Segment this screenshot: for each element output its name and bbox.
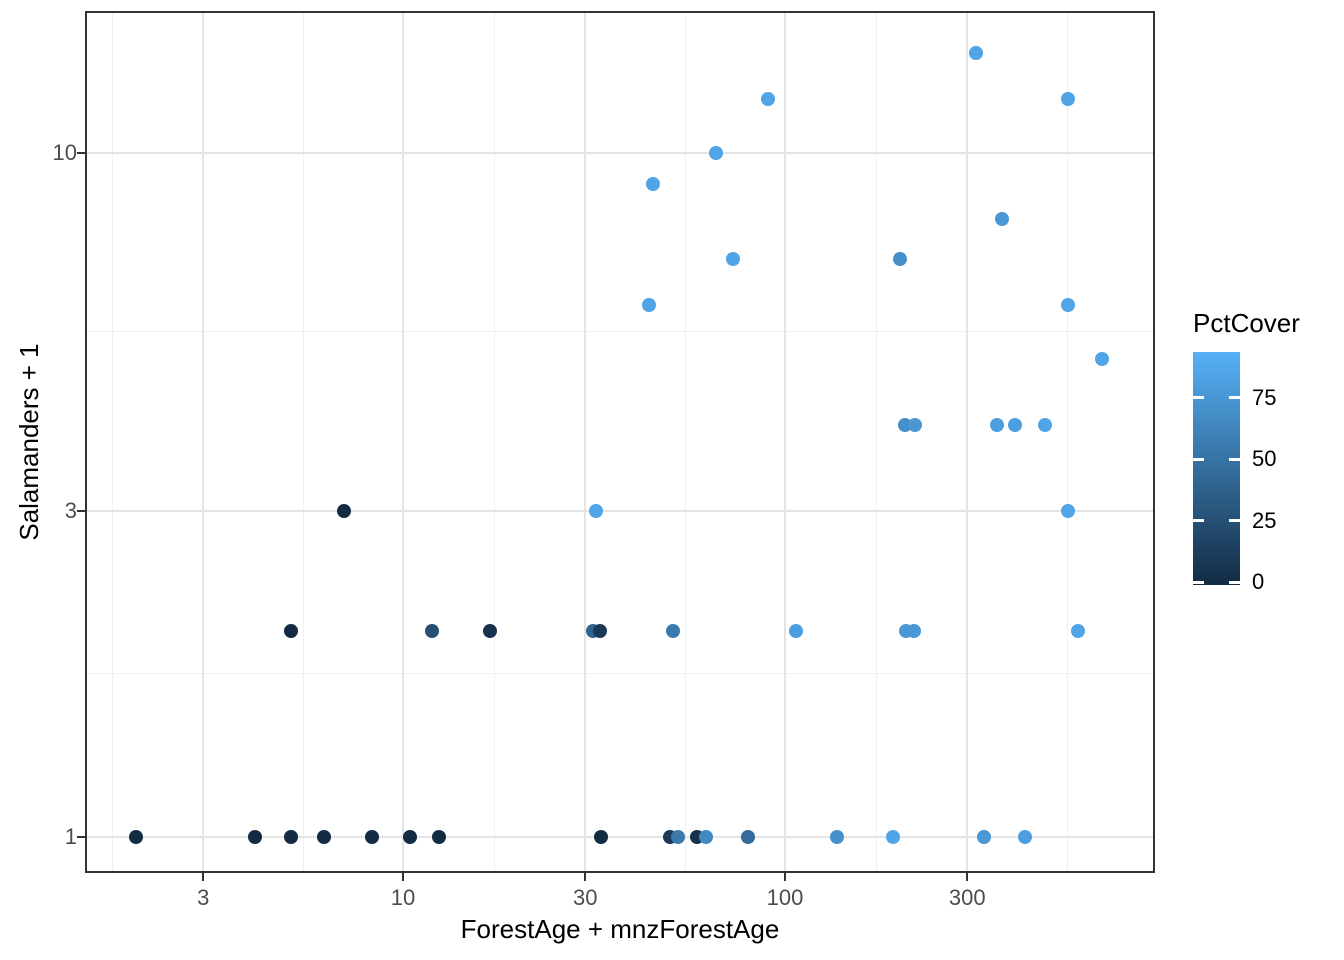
x-major-gridline xyxy=(202,13,205,871)
x-major-gridline xyxy=(966,13,969,871)
y-minor-gridline xyxy=(87,673,1153,675)
data-point xyxy=(1060,503,1075,518)
data-point xyxy=(128,830,143,844)
data-point xyxy=(789,624,804,639)
y-tick xyxy=(77,509,85,512)
legend-tick-label: 0 xyxy=(1252,569,1265,594)
x-tick-label: 300 xyxy=(948,885,986,910)
data-point xyxy=(641,297,656,312)
x-tick-label: 100 xyxy=(766,885,804,910)
legend-tick xyxy=(1229,457,1240,461)
data-point xyxy=(698,830,713,844)
data-point xyxy=(977,830,992,844)
x-minor-gridline xyxy=(493,13,495,871)
data-point xyxy=(284,830,299,844)
data-point xyxy=(1071,624,1086,639)
data-point xyxy=(365,830,380,844)
data-point xyxy=(1094,351,1109,366)
data-point xyxy=(1060,297,1075,312)
data-point xyxy=(593,624,608,639)
x-minor-gridline xyxy=(684,13,686,871)
data-point xyxy=(725,251,740,266)
data-point xyxy=(908,418,923,433)
data-point xyxy=(483,624,498,639)
y-minor-gridline xyxy=(87,331,1153,333)
data-point xyxy=(995,212,1010,227)
legend-tick xyxy=(1193,396,1204,399)
data-point xyxy=(424,624,439,639)
x-tick-label: 30 xyxy=(573,885,598,910)
legend-tick xyxy=(1193,580,1204,584)
y-tick xyxy=(77,152,85,154)
legend-tick xyxy=(1229,580,1240,584)
x-minor-gridline xyxy=(302,13,304,871)
data-point xyxy=(594,830,609,844)
plot-panel-border xyxy=(85,11,1155,873)
legend-tick xyxy=(1229,396,1240,399)
data-point xyxy=(284,624,299,639)
x-minor-gridline xyxy=(111,13,113,871)
data-point xyxy=(989,418,1004,433)
x-tick-label: 10 xyxy=(390,885,416,910)
x-minor-gridline xyxy=(1066,13,1068,871)
data-point xyxy=(1007,418,1022,433)
legend-tick xyxy=(1229,519,1240,522)
y-tick-label: 10 xyxy=(52,140,77,165)
data-point xyxy=(431,830,446,844)
data-point xyxy=(1060,91,1075,106)
data-point xyxy=(645,177,660,192)
data-point xyxy=(1017,830,1032,844)
data-point xyxy=(740,830,755,844)
data-point xyxy=(671,830,686,844)
data-point xyxy=(969,46,984,61)
legend-tick-label: 50 xyxy=(1252,446,1277,471)
data-point xyxy=(760,91,775,106)
x-tick xyxy=(966,873,969,881)
legend-tick-label: 25 xyxy=(1252,507,1277,533)
y-tick xyxy=(77,836,85,838)
data-point xyxy=(402,830,417,844)
x-major-gridline xyxy=(584,13,587,871)
y-axis-title: Salamanders + 1 xyxy=(14,343,44,541)
legend-colorbar xyxy=(1193,352,1240,585)
data-point xyxy=(336,503,351,518)
y-major-gridline xyxy=(87,836,1153,838)
data-point xyxy=(886,830,901,844)
data-point xyxy=(248,830,263,844)
data-point xyxy=(316,830,331,844)
legend-tick-label: 75 xyxy=(1252,384,1277,410)
y-tick-label: 3 xyxy=(64,497,77,523)
x-axis-title: ForestAge + mnzForestAge xyxy=(460,914,780,944)
data-point xyxy=(666,624,681,639)
x-tick xyxy=(584,873,587,881)
data-point xyxy=(709,146,724,160)
y-major-gridline xyxy=(87,152,1153,154)
y-major-gridline xyxy=(87,509,1153,512)
data-point xyxy=(588,503,603,518)
legend-title: PctCover xyxy=(1193,308,1300,338)
data-point xyxy=(1038,418,1053,433)
y-tick-label: 1 xyxy=(64,824,77,849)
x-tick-label: 3 xyxy=(197,885,210,910)
x-tick xyxy=(784,873,786,881)
x-tick xyxy=(402,873,404,881)
x-minor-gridline xyxy=(875,13,877,871)
x-major-gridline xyxy=(402,13,404,871)
data-point xyxy=(830,830,845,844)
x-major-gridline xyxy=(784,13,786,871)
data-point xyxy=(907,624,922,639)
x-tick xyxy=(202,873,205,881)
legend-tick xyxy=(1193,457,1204,461)
data-point xyxy=(892,251,907,266)
legend-tick xyxy=(1193,519,1204,522)
